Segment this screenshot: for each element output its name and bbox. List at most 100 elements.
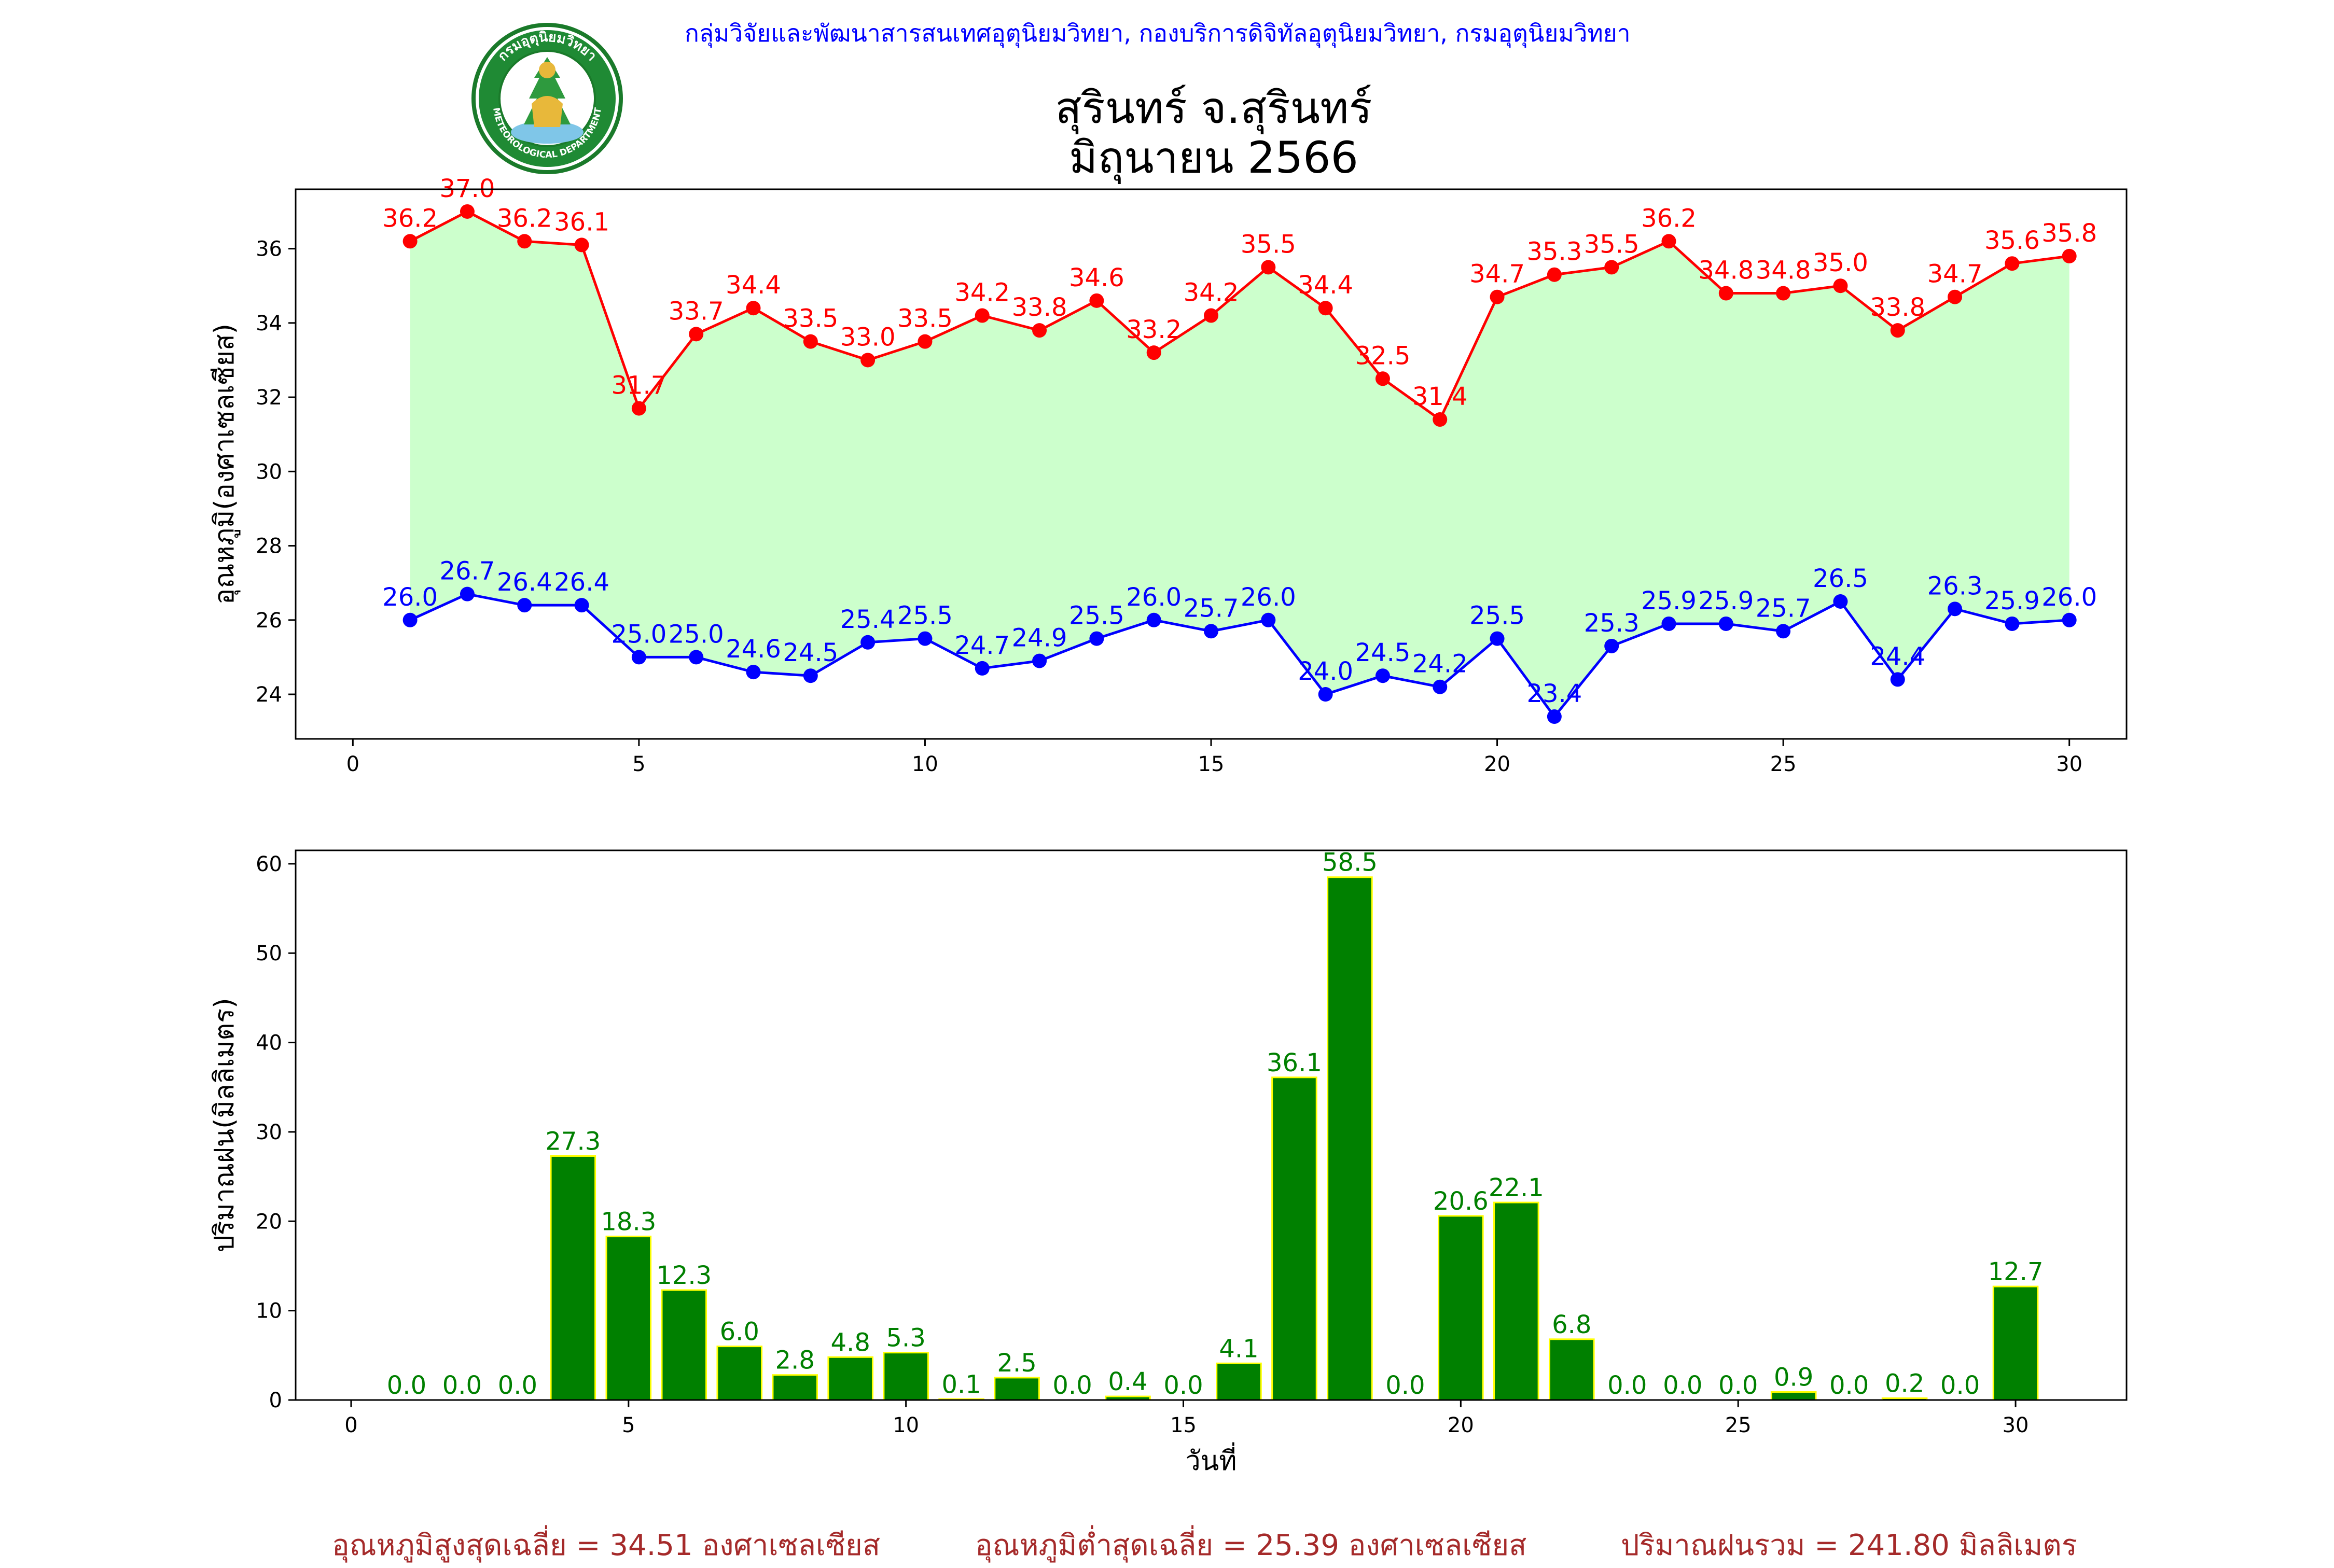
- chart-title: สุรินทร์ จ.สุรินทร์ มิถุนายน 2566: [830, 83, 1597, 183]
- rain-bar: [661, 1289, 707, 1401]
- min-temp-point: [803, 668, 818, 683]
- max-temp-point: [1204, 308, 1218, 323]
- min-temp-point: [1833, 594, 1848, 609]
- y-tick-label: 10: [256, 1299, 282, 1323]
- min-temp-data-label: 25.5: [1469, 601, 1525, 631]
- x-tick-label: 15: [1170, 1413, 1197, 1437]
- max-temp-point: [1433, 412, 1448, 427]
- max-temp-data-label: 33.2: [1126, 315, 1182, 344]
- max-temp-point: [1089, 293, 1104, 308]
- y-tick-label: 30: [256, 1121, 282, 1144]
- min-temp-point: [1547, 709, 1562, 724]
- rain-data-label: 18.3: [601, 1208, 656, 1237]
- max-temp-data-label: 34.8: [1698, 256, 1754, 285]
- rainfall-y-axis-label: ปริมาณฝน(มิลลิเมตร): [209, 998, 240, 1252]
- max-temp-point: [402, 234, 418, 249]
- rain-bar: [1770, 1391, 1817, 1401]
- max-temp-data-label: 35.6: [1984, 226, 2040, 255]
- max-temp-point: [1490, 289, 1505, 304]
- min-temp-point: [517, 598, 532, 613]
- rain-data-label: 58.5: [1322, 848, 1378, 877]
- meteorological-department-logo: กรมอุตุนิยมวิทยา METEOROLOGICAL DEPARTME…: [471, 23, 623, 174]
- summary-total-rain: ปริมาณฝนรวม = 241.80 มิลลิเมตร: [1621, 1529, 2077, 1562]
- rain-bar: [1992, 1285, 2039, 1401]
- min-temp-point: [1375, 668, 1390, 683]
- rain-data-label: 22.1: [1489, 1173, 1544, 1202]
- max-temp-data-label: 34.4: [726, 271, 781, 300]
- min-temp-data-label: 26.0: [1241, 583, 1296, 612]
- rainfall-x-axis-label: วันที่: [1185, 1442, 1237, 1477]
- min-temp-point: [1261, 612, 1276, 627]
- max-temp-data-label: 36.2: [497, 204, 552, 233]
- max-temp-data-label: 35.3: [1526, 237, 1582, 267]
- rain-data-label: 0.0: [1052, 1371, 1092, 1400]
- max-temp-point: [631, 401, 646, 416]
- min-temp-point: [1948, 601, 1963, 617]
- rain-data-label: 12.3: [656, 1261, 712, 1290]
- max-temp-point: [1375, 371, 1390, 386]
- min-temp-data-label: 24.7: [954, 631, 1010, 660]
- min-temp-point: [860, 635, 876, 650]
- min-temp-data-label: 26.0: [382, 583, 438, 612]
- max-temp-point: [1661, 234, 1676, 249]
- max-temp-point: [746, 301, 761, 316]
- max-temp-point: [517, 234, 532, 249]
- min-temp-data-label: 26.5: [1813, 564, 1868, 593]
- rain-data-label: 4.8: [831, 1328, 870, 1357]
- max-temp-point: [803, 334, 818, 349]
- min-temp-data-label: 26.7: [440, 557, 495, 586]
- min-temp-point: [2062, 612, 2077, 627]
- rain-data-label: 2.8: [775, 1346, 815, 1375]
- max-temp-data-label: 35.5: [1584, 230, 1640, 259]
- max-temp-point: [1318, 301, 1333, 316]
- max-temp-data-label: 35.0: [1813, 248, 1868, 277]
- rain-data-label: 0.0: [442, 1371, 482, 1400]
- min-temp-point: [1204, 624, 1218, 639]
- max-temp-data-label: 36.2: [382, 204, 438, 233]
- min-temp-point: [1318, 687, 1333, 702]
- max-temp-data-label: 31.4: [1412, 382, 1468, 411]
- min-temp-data-label: 24.4: [1870, 642, 1925, 671]
- y-tick-label: 24: [256, 683, 282, 707]
- max-temp-point: [1261, 260, 1276, 275]
- rain-bar: [1438, 1215, 1484, 1401]
- rain-data-label: 0.0: [498, 1371, 537, 1400]
- min-temp-data-label: 24.5: [783, 638, 838, 667]
- max-temp-data-label: 34.7: [1469, 260, 1525, 289]
- y-tick-label: 32: [256, 386, 282, 410]
- rain-bar: [883, 1352, 929, 1401]
- min-temp-point: [1661, 616, 1676, 631]
- y-tick-label: 60: [256, 852, 282, 876]
- min-temp-data-label: 24.5: [1355, 638, 1411, 667]
- rain-data-label: 2.5: [997, 1349, 1036, 1378]
- max-temp-data-label: 36.1: [554, 207, 609, 236]
- chart-title-month: มิถุนายน 2566: [1069, 132, 1358, 183]
- max-temp-data-label: 33.8: [1870, 293, 1925, 322]
- rain-data-label: 12.7: [1988, 1257, 2044, 1286]
- x-tick-label: 0: [346, 752, 359, 776]
- min-temp-data-label: 25.7: [1756, 594, 1811, 623]
- min-temp-data-label: 26.0: [2041, 583, 2097, 612]
- y-tick-label: 36: [256, 237, 282, 261]
- max-temp-data-label: 34.6: [1069, 263, 1124, 292]
- max-temp-point: [460, 204, 475, 219]
- max-temp-point: [1718, 286, 1733, 301]
- min-temp-point: [1089, 631, 1104, 646]
- summary-avg-min: อุณหภูมิต่ำสุดเฉลี่ย = 25.39 องศาเซลเซีย…: [975, 1529, 1527, 1562]
- x-tick-label: 25: [1725, 1413, 1752, 1437]
- rain-data-label: 6.0: [720, 1318, 759, 1347]
- rain-data-label: 4.1: [1219, 1334, 1258, 1363]
- max-temp-point: [1032, 323, 1047, 338]
- max-temp-point: [860, 353, 876, 368]
- rain-bar: [1271, 1076, 1317, 1401]
- rainfall-plot-frame: [295, 849, 2128, 1401]
- min-temp-line: [409, 593, 2069, 719]
- rain-data-label: 27.3: [545, 1127, 601, 1156]
- max-temp-data-label: 32.5: [1355, 341, 1411, 370]
- rain-data-label: 0.0: [1385, 1371, 1425, 1400]
- max-temp-point: [574, 237, 589, 253]
- rain-data-label: 0.4: [1108, 1367, 1147, 1396]
- max-temp-data-label: 33.5: [783, 304, 838, 333]
- min-temp-data-label: 24.2: [1412, 650, 1468, 679]
